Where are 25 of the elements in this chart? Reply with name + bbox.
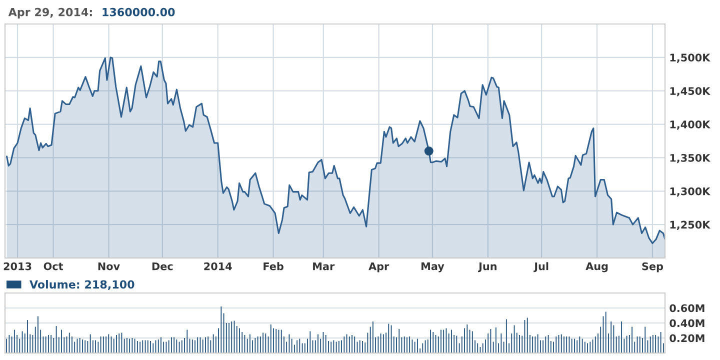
x-tick-label: Feb — [264, 262, 284, 270]
x-tick-label: Nov — [98, 262, 120, 270]
x-tick-label: Jun — [478, 262, 496, 272]
x-tick-label: Sep — [642, 262, 664, 272]
x-tick-label: Oct — [44, 262, 64, 270]
text: Apr 29, 2014: — [8, 8, 92, 18]
legend-label: Volume: 218,100 — [30, 280, 134, 290]
y-tick-label: 0.60M — [670, 304, 704, 312]
y-tick-label: 1,300K — [670, 187, 710, 197]
x-tick-label: May — [422, 262, 444, 272]
y-tick-label: 1,400K — [670, 120, 710, 130]
y-tick-label: 1,350K — [670, 154, 710, 164]
text: 1360000.00 — [102, 8, 175, 16]
y-tick-label: 1,450K — [670, 87, 710, 96]
y-tick-label: 1,500K — [670, 54, 710, 63]
x-tick-label: 2013 — [4, 262, 32, 270]
y-tick-label: 1,250K — [670, 220, 710, 230]
x-tick-label: 2014 — [204, 262, 232, 270]
x-tick-label: Apr — [368, 262, 390, 272]
y-tick-label: 0.20M — [670, 334, 704, 342]
x-tick-label: Jul — [534, 262, 548, 272]
y-tick-label: 0.40M — [670, 319, 704, 328]
x-tick-label: Aug — [586, 262, 608, 272]
x-tick-label: Mar — [313, 262, 335, 270]
x-tick-label: Dec — [152, 262, 173, 270]
